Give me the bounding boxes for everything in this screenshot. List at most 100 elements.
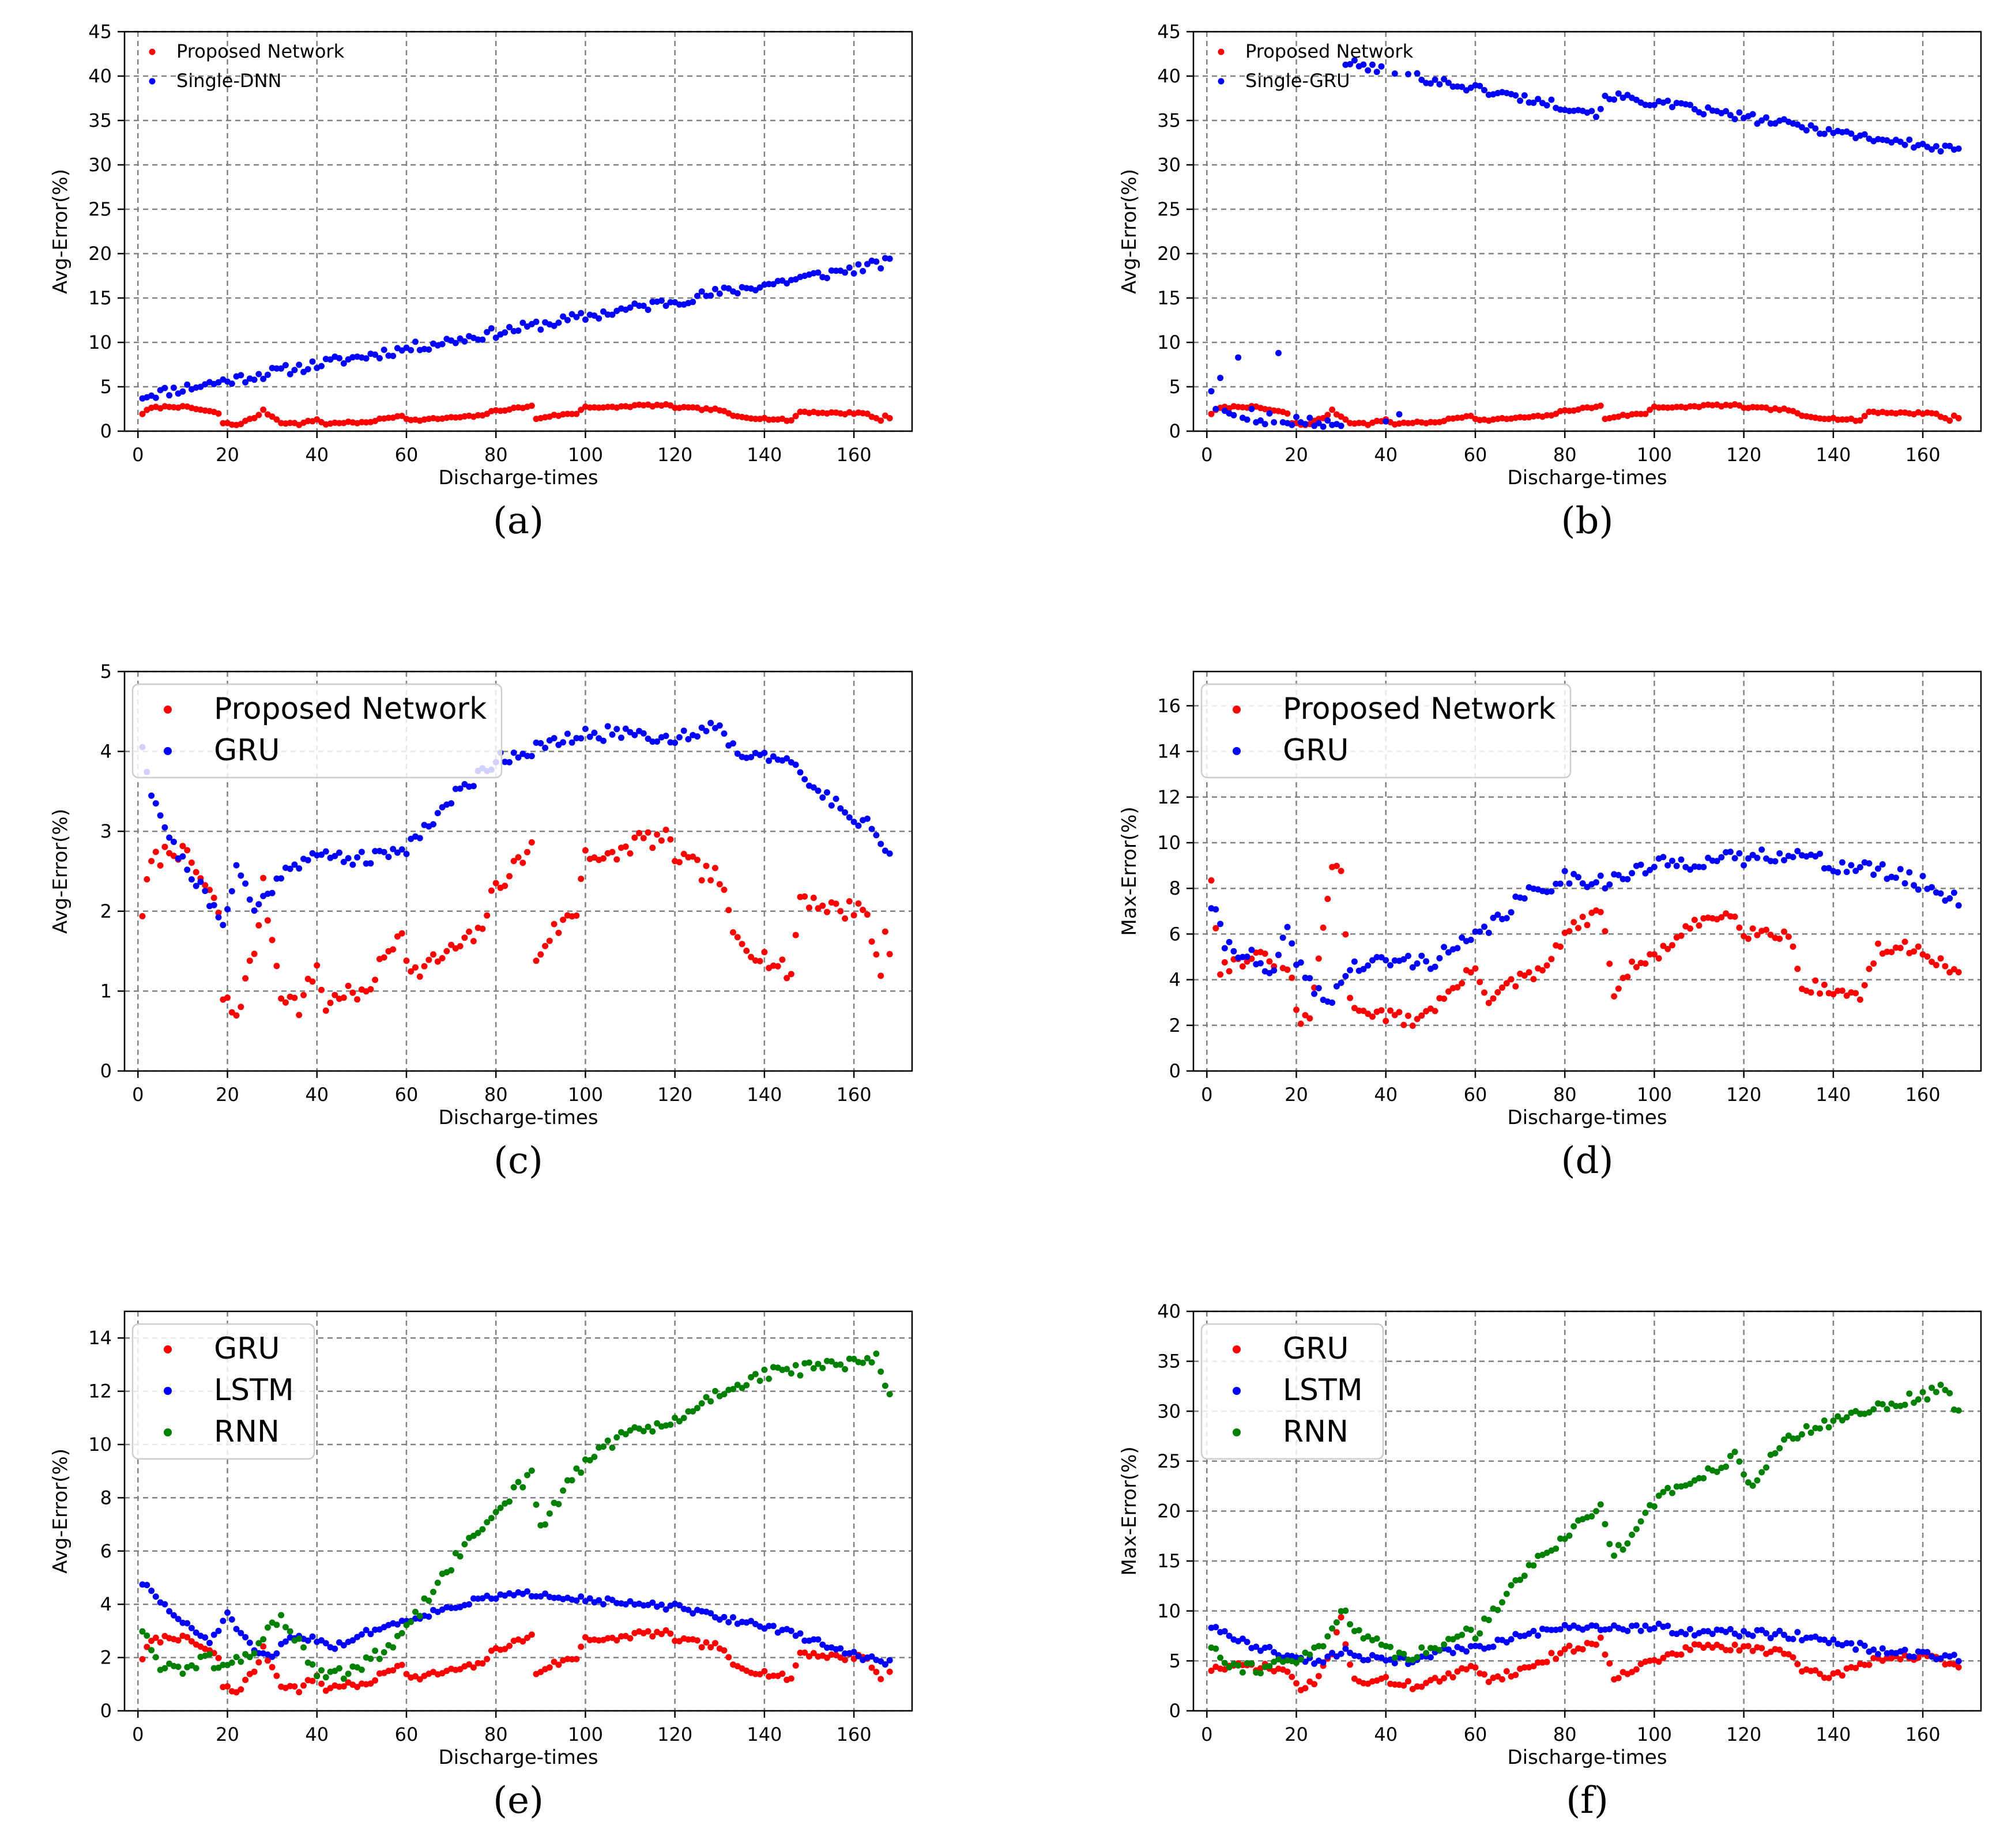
data-point-single-dnn: [408, 347, 415, 353]
data-point-lstm: [1360, 1657, 1367, 1664]
x-tick-label: 120: [1726, 444, 1761, 466]
data-point-rnn: [1405, 1656, 1411, 1663]
data-point-proposed-network: [166, 403, 173, 410]
data-point-gru: [707, 1644, 714, 1651]
data-point-proposed-network: [770, 416, 777, 423]
data-point-gru: [345, 855, 352, 862]
data-point-single-dnn: [278, 365, 285, 372]
data-point-lstm: [1741, 1628, 1747, 1635]
legend-marker: [1233, 1345, 1241, 1353]
data-point-gru: [1302, 1685, 1309, 1692]
data-point-gru: [246, 896, 253, 903]
data-point-proposed-network: [1942, 963, 1949, 970]
data-point-proposed-network: [1396, 1009, 1403, 1016]
data-point-gru: [1289, 1673, 1295, 1680]
data-point-rnn: [667, 1421, 674, 1428]
data-point-lstm: [533, 1593, 540, 1600]
data-point-rnn: [703, 1394, 710, 1401]
data-point-gru: [202, 888, 209, 895]
data-point-single-dnn: [390, 353, 397, 359]
data-point-single-dnn: [264, 371, 271, 378]
data-point-gru: [1870, 1655, 1877, 1662]
data-point-proposed-network: [578, 876, 585, 882]
x-axis-label: Discharge-times: [438, 466, 598, 489]
data-point-rnn: [1772, 1450, 1779, 1457]
data-point-proposed-network: [568, 410, 575, 417]
data-point-gru: [797, 769, 804, 776]
data-point-lstm: [492, 1595, 499, 1602]
data-point-gru: [1561, 1646, 1568, 1653]
data-point-rnn: [698, 1400, 705, 1407]
data-point-proposed-network: [1633, 964, 1640, 971]
data-point-proposed-network: [215, 910, 222, 916]
data-point-gru: [1629, 870, 1636, 877]
data-point-gru: [837, 805, 844, 812]
x-tick-label: 60: [395, 1084, 419, 1106]
data-point-gru: [698, 1644, 705, 1651]
data-point-single-gru: [1261, 421, 1268, 428]
data-point-lstm: [1508, 1636, 1515, 1643]
data-point-single-gru: [1588, 108, 1595, 115]
data-point-rnn: [1911, 1400, 1918, 1406]
data-point-gru: [269, 889, 276, 896]
data-point-single-dnn: [828, 267, 835, 274]
y-tick-label: 25: [1157, 198, 1181, 220]
data-point-gru: [1333, 1629, 1340, 1636]
data-point-rnn: [860, 1359, 867, 1366]
data-point-single-gru: [1512, 92, 1519, 99]
data-point-proposed-network: [408, 968, 415, 975]
data-point-proposed-network: [1807, 989, 1814, 996]
data-point-gru: [210, 902, 217, 908]
data-point-lstm: [309, 1633, 316, 1640]
data-point-gru: [868, 825, 875, 832]
data-point-rnn: [1794, 1435, 1801, 1442]
data-point-lstm: [152, 1593, 159, 1600]
data-point-gru: [1459, 934, 1466, 941]
data-point-proposed-network: [1485, 1000, 1492, 1006]
data-point-gru: [1660, 1654, 1667, 1661]
data-point-proposed-network: [806, 904, 812, 911]
data-point-gru: [1485, 929, 1492, 936]
data-point-gru: [170, 839, 177, 845]
data-point-gru: [824, 789, 830, 796]
data-point-rnn: [1919, 1389, 1926, 1396]
data-point-single-dnn: [238, 372, 244, 379]
data-point-single-gru: [1821, 130, 1828, 137]
data-point-rnn: [842, 1366, 849, 1372]
data-point-gru: [1289, 940, 1295, 947]
data-point-gru: [1311, 1681, 1318, 1688]
data-point-single-gru: [1302, 421, 1309, 428]
data-point-proposed-network: [1289, 974, 1295, 981]
data-point-gru: [242, 1676, 249, 1683]
data-point-rnn: [622, 1431, 629, 1438]
y-tick-label: 0: [1169, 1700, 1181, 1722]
data-point-rnn: [591, 1454, 598, 1460]
data-point-proposed-network: [1387, 1007, 1393, 1014]
x-tick-label: 120: [1726, 1723, 1761, 1745]
data-point-gru: [1619, 876, 1626, 882]
data-point-lstm: [349, 1637, 356, 1644]
data-point-proposed-network: [1911, 948, 1918, 955]
data-point-gru: [1570, 1648, 1577, 1655]
data-point-gru: [1221, 945, 1228, 952]
data-point-gru: [1718, 854, 1725, 861]
data-point-lstm: [1445, 1646, 1452, 1653]
data-point-gru: [1825, 1674, 1832, 1681]
data-point-proposed-network: [193, 869, 199, 876]
data-point-gru: [318, 1680, 325, 1687]
y-tick-label: 3: [100, 820, 112, 842]
data-point-proposed-network: [573, 912, 580, 919]
data-point-proposed-network: [1687, 925, 1693, 932]
data-point-single-gru: [1445, 80, 1452, 86]
data-point-proposed-network: [139, 913, 146, 919]
data-point-proposed-network: [1835, 416, 1841, 423]
data-point-rnn: [233, 1654, 240, 1661]
data-point-single-dnn: [228, 380, 235, 387]
legend-label: RNN: [1283, 1415, 1349, 1449]
data-point-gru: [524, 1634, 530, 1641]
data-point-rnn: [748, 1374, 755, 1381]
panel-caption: (e): [493, 1779, 544, 1822]
data-point-lstm: [586, 1595, 593, 1602]
data-point-lstm: [837, 1645, 844, 1652]
data-point-gru: [1481, 1671, 1487, 1678]
